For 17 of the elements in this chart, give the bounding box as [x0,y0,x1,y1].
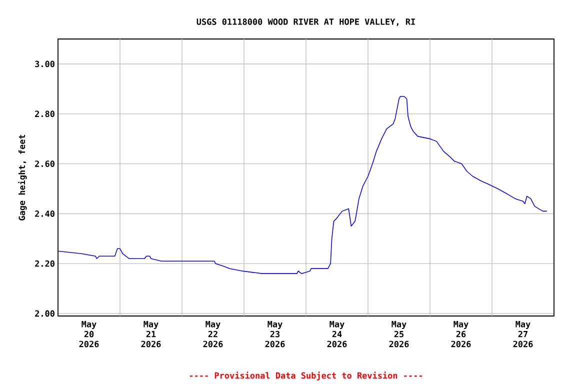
x-tick-label: May 24 2026 [327,321,347,348]
x-tick-label: May 25 2026 [389,321,409,348]
x-tick-label: May 26 2026 [451,321,471,348]
x-tick-label: May 22 2026 [203,321,223,348]
y-tick-label: 2.40 [35,210,54,217]
chart-title: USGS 01118000 WOOD RIVER AT HOPE VALLEY, RI [196,18,415,26]
y-tick-label: 2.00 [35,310,54,317]
x-tick-label: May 21 2026 [141,321,161,348]
x-tick-label: May 20 2026 [79,321,99,348]
x-tick-label: May 23 2026 [265,321,285,348]
y-tick-label: 2.80 [35,110,54,118]
y-tick-label: 2.20 [35,260,54,267]
y-tick-label: 3.00 [35,60,54,68]
x-tick-label: May 27 2026 [513,321,533,348]
y-tick-label: 2.60 [35,160,54,167]
text: ---- Provisional Data Subject to Revision ---- [190,372,422,380]
y-axis-title: Gage height, feet [18,134,27,220]
